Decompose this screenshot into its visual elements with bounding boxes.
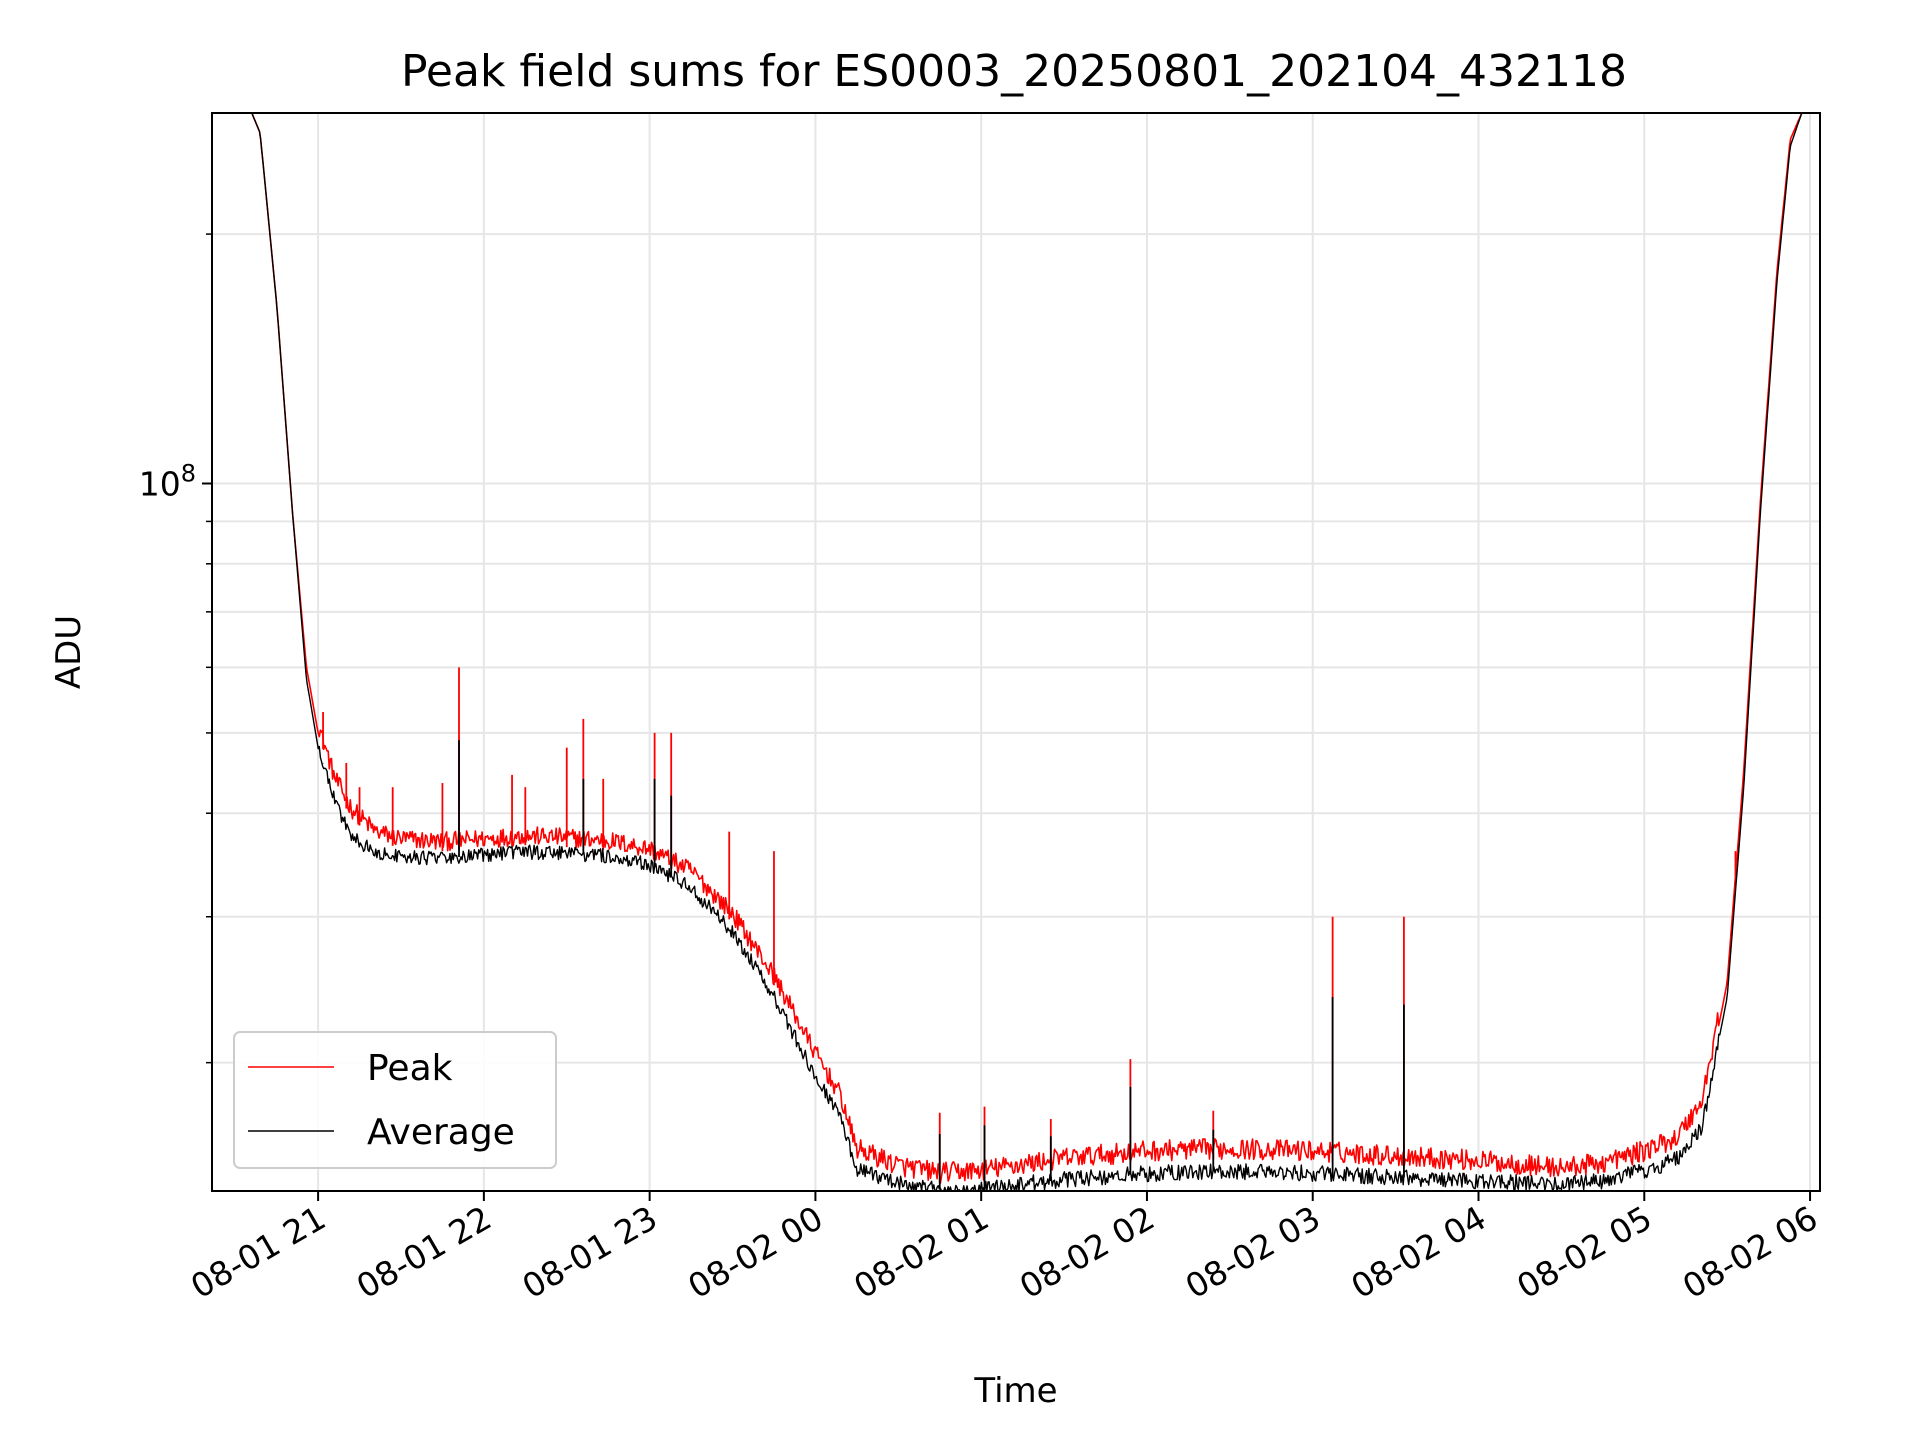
legend: Peak Average — [233, 1031, 557, 1169]
series-line-average — [251, 112, 1803, 1192]
y-tick-label: 108 — [139, 460, 196, 504]
series-line-peak — [251, 112, 1803, 1184]
x-axis-label: Time — [973, 1371, 1057, 1411]
y-axis: 108 — [139, 233, 212, 1064]
legend-average-label: Average — [367, 1112, 515, 1153]
plot-frame — [211, 112, 1821, 1192]
series-layer — [251, 112, 1803, 1192]
y-axis-label: ADU — [49, 615, 89, 689]
legend-box — [233, 1031, 557, 1169]
legend-peak-label: Peak — [367, 1048, 453, 1089]
grid — [212, 113, 1820, 1191]
chart-title: Peak field sums for ES0003_20250801_2021… — [401, 46, 1627, 97]
